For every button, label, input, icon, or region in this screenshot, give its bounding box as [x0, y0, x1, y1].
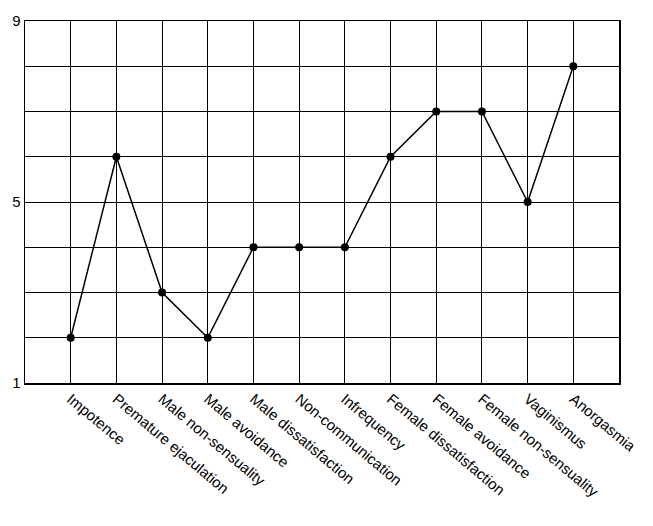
svg-text:Premature ejaculation: Premature ejaculation	[110, 390, 233, 497]
svg-text:Vaginismus: Vaginismus	[521, 390, 590, 452]
svg-text:Anorgasmia: Anorgasmia	[567, 390, 640, 455]
svg-text:Female avoidance: Female avoidance	[429, 390, 534, 482]
svg-text:Male avoidance: Male avoidance	[201, 390, 292, 471]
svg-text:Infrequency: Infrequency	[338, 390, 409, 454]
svg-text:Male non-sensuality: Male non-sensuality	[155, 390, 269, 489]
svg-text:1: 1	[12, 374, 20, 391]
svg-text:Impotence: Impotence	[64, 390, 129, 448]
svg-text:5: 5	[12, 193, 20, 210]
svg-text:Female dissatisfaction: Female dissatisfaction	[384, 390, 509, 498]
svg-text:Non-communication: Non-communication	[292, 390, 405, 489]
svg-text:9: 9	[12, 12, 20, 29]
svg-text:Female non-sensuality: Female non-sensuality	[475, 390, 602, 500]
svg-text:Male dissatisfaction: Male dissatisfaction	[247, 390, 358, 487]
